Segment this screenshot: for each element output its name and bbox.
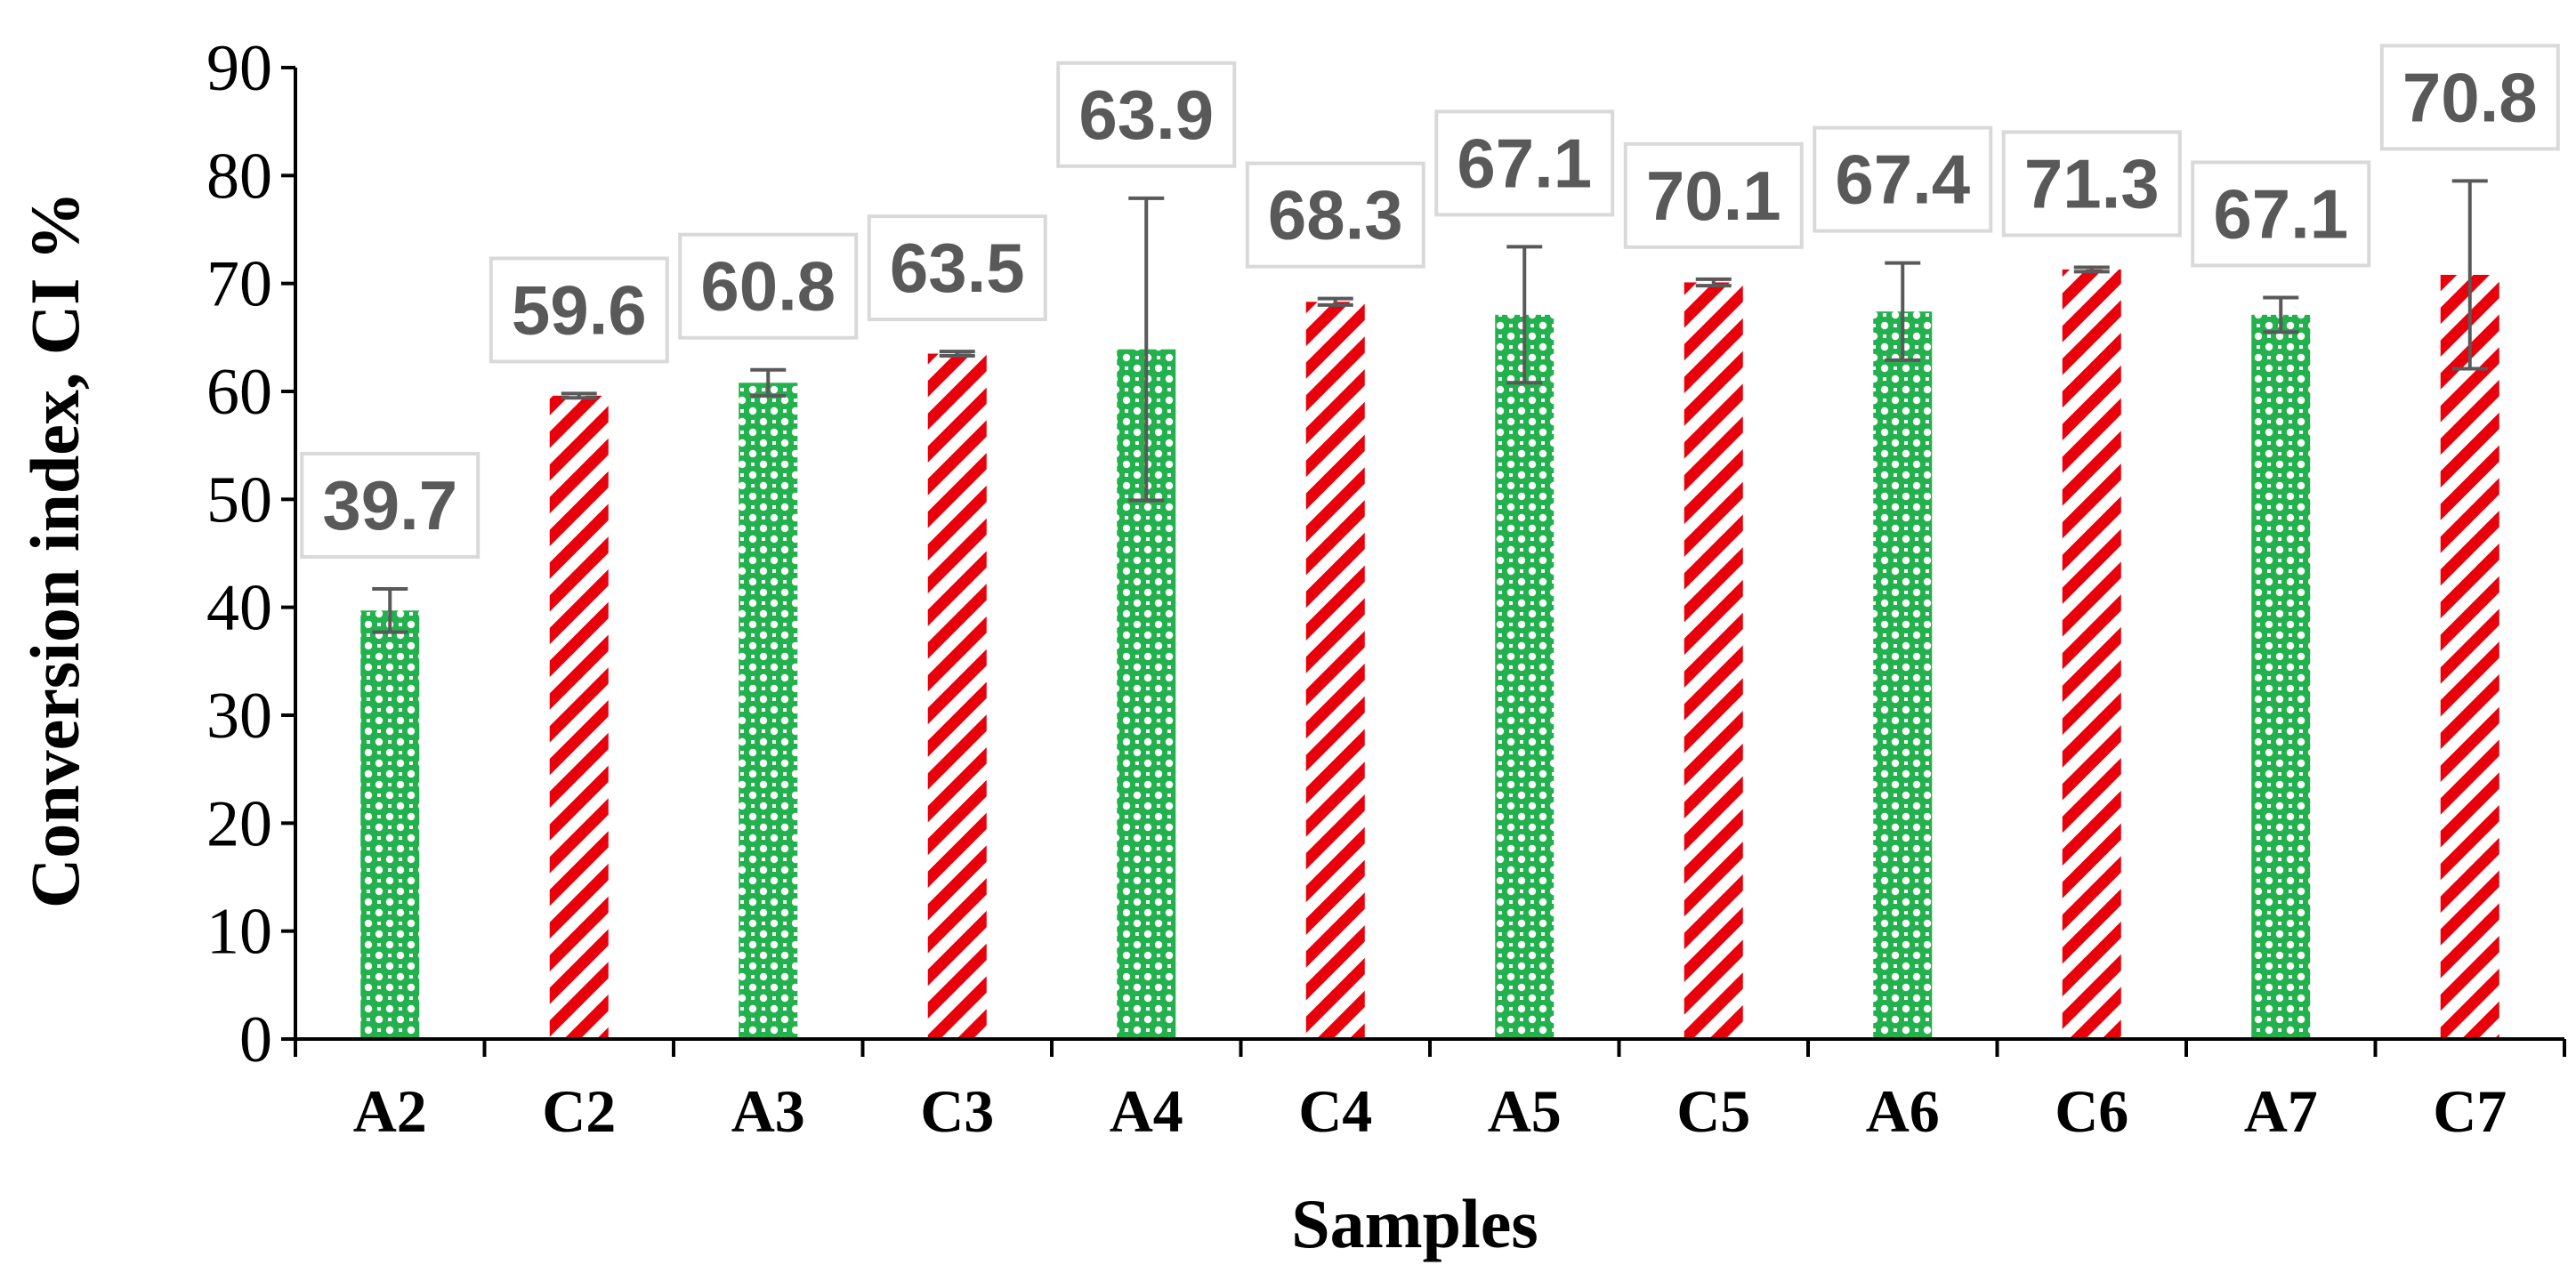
x-tick-label-a6: A6 [1866,1077,1940,1145]
data-label-box [1245,161,1425,269]
x-tick-label-c2: C2 [542,1077,616,1145]
data-label-c4: 68.3 [1268,176,1403,254]
data-label-c6: 71.3 [2024,144,2160,222]
bar-a7 [2251,314,2311,1039]
x-tick-label-a3: A3 [731,1077,805,1145]
bar-c3 [927,353,987,1039]
data-label-box [300,452,480,560]
y-tick-label: 90 [206,32,272,105]
data-label-box [1434,109,1615,217]
axis-layer: 0 10 20 30 40 50 60 70 80 90 A2 C2 A3 C3 A4 C4 A5 C5 A6 C6 A… [206,32,2566,1145]
y-tick-label: 70 [206,248,272,321]
y-tick-label: 10 [206,896,272,969]
data-label-box [2001,130,2182,238]
bar-a2 [360,610,420,1039]
bar-c6 [2062,269,2121,1040]
bar-a3 [739,383,798,1039]
errorbar-layer [372,179,2488,634]
bar-c2 [549,395,609,1039]
data-label-layer: 39.7 59.6 60.8 63.5 63.9 68.3 67.1 70.1 67.4 71.3… [300,44,2560,560]
data-label-box [1623,141,1804,249]
data-label-box [2379,44,2560,151]
data-label-a5: 67.1 [1457,124,1592,202]
data-label-box [867,214,1047,322]
y-tick-label: 40 [206,572,272,645]
y-tick-label: 60 [206,356,272,429]
y-tick-label: 80 [206,140,272,213]
y-tick-label: 20 [206,787,272,860]
bar-a5 [1495,314,1554,1039]
data-label-box [1813,125,1993,233]
data-label-c3: 63.5 [890,229,1025,307]
data-label-c7: 70.8 [2402,58,2538,136]
data-label-box [678,232,859,340]
y-tick-label: 0 [239,1003,272,1076]
y-tick-label: 50 [206,463,272,536]
x-tick-label-c7: C7 [2433,1077,2507,1145]
x-tick-label-a7: A7 [2244,1077,2318,1145]
data-label-c2: 59.6 [512,270,647,349]
x-axis-title: Samples [1291,1185,1538,1262]
data-label-a2: 39.7 [322,466,457,544]
data-label-a4: 63.9 [1078,76,1214,154]
data-label-a6: 67.4 [1835,141,1970,219]
y-tick-label: 30 [206,680,272,753]
x-tick-label-c5: C5 [1676,1077,1750,1145]
data-label-box [2191,160,2371,268]
data-label-box [1056,60,1237,168]
x-tick-label-c6: C6 [2055,1077,2128,1145]
x-tick-label-c4: C4 [1298,1077,1372,1145]
bar-layer [360,269,2499,1040]
y-axis-title: Conversion index, CI % [16,191,93,908]
x-tick-label-c3: C3 [920,1077,994,1145]
bar-c5 [1684,282,1743,1039]
x-tick-label-a4: A4 [1110,1077,1183,1145]
bar-a6 [1873,311,1933,1039]
bar-c4 [1305,302,1365,1039]
bar-c7 [2440,274,2499,1040]
data-label-box [489,256,669,364]
data-label-c5: 70.1 [1646,157,1781,235]
data-label-a3: 60.8 [700,247,836,326]
data-label-a7: 67.1 [2213,174,2348,253]
x-tick-label-a2: A2 [353,1077,427,1145]
x-tick-label-a5: A5 [1488,1077,1562,1145]
